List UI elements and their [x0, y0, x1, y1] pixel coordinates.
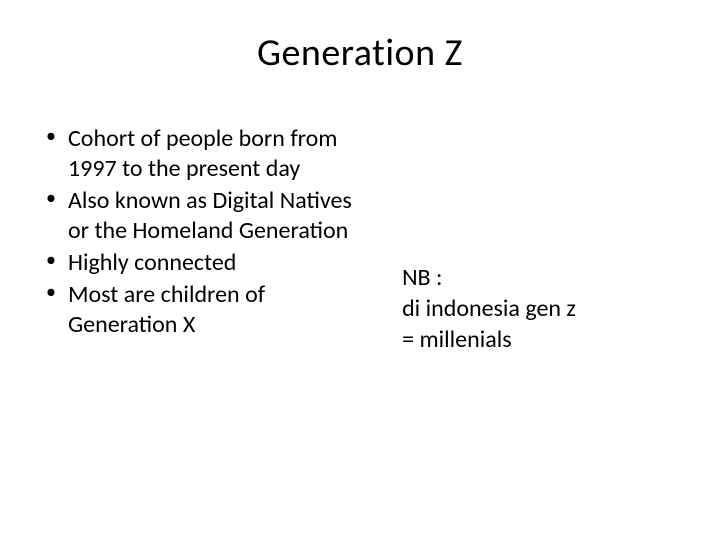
slide-container: Generation Z Cohort of people born from …	[0, 0, 720, 540]
note-block: NB : di indonesia gen z = millenials	[402, 262, 680, 356]
right-column: NB : di indonesia gen z = millenials	[382, 124, 680, 356]
note-line: NB :	[402, 262, 680, 293]
bullet-item: Highly connected	[40, 248, 362, 278]
bullet-item: Cohort of people born from 1997 to the p…	[40, 124, 362, 184]
note-line: = millenials	[402, 324, 680, 355]
left-column: Cohort of people born from 1997 to the p…	[40, 124, 362, 356]
content-area: Cohort of people born from 1997 to the p…	[40, 124, 680, 356]
slide-title: Generation Z	[40, 30, 680, 76]
note-line: di indonesia gen z	[402, 293, 680, 324]
bullet-list: Cohort of people born from 1997 to the p…	[40, 124, 362, 340]
bullet-item: Also known as Digital Natives or the Hom…	[40, 186, 362, 246]
bullet-item: Most are children of Generation X	[40, 280, 362, 340]
